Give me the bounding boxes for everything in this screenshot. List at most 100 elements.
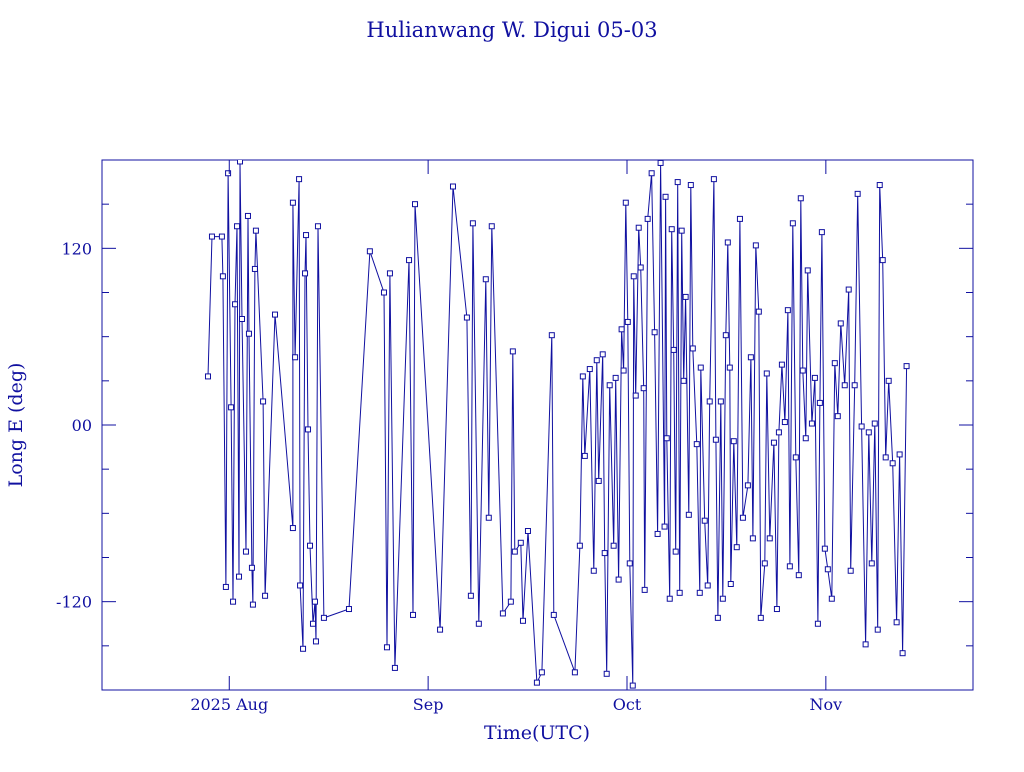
data-point [272, 311, 279, 318]
data-point [868, 560, 875, 567]
data-point [879, 257, 886, 264]
data-point [548, 332, 555, 339]
y-tick-label: 120 [61, 239, 92, 258]
data-point [218, 233, 225, 240]
data-point [606, 382, 613, 389]
data-point [236, 573, 243, 580]
data-point [626, 560, 633, 567]
data-point [672, 548, 679, 555]
data-point [251, 265, 258, 272]
data-point [676, 589, 683, 596]
data-point [874, 626, 881, 633]
data-point [292, 354, 299, 361]
data-point [719, 595, 726, 602]
data-point [475, 620, 482, 627]
data-point [689, 345, 696, 352]
data-point [693, 441, 700, 448]
data-point [744, 482, 751, 489]
data-point [622, 199, 629, 206]
data-point [680, 377, 687, 384]
data-point [305, 426, 312, 433]
data-point [821, 545, 828, 552]
data-point [599, 351, 606, 358]
data-point [467, 592, 474, 599]
data-point [761, 560, 768, 567]
data-point [824, 566, 831, 573]
data-point [238, 316, 245, 322]
data-point [662, 193, 669, 200]
data-point [485, 514, 492, 521]
data-point [687, 182, 694, 189]
data-point [710, 176, 717, 183]
data-point [841, 382, 848, 389]
data-point [654, 530, 661, 537]
data-point [882, 454, 889, 461]
data-point [876, 182, 883, 189]
data-point [244, 212, 251, 219]
chart-title: Hulianwang W. Digui 05-03 [366, 18, 657, 42]
data-point [581, 452, 588, 459]
data-point [260, 398, 267, 405]
data-point [248, 564, 255, 571]
data-point [302, 270, 309, 277]
plot-area [204, 160, 910, 689]
data-point [739, 514, 746, 521]
data-point [242, 548, 249, 555]
data-point [786, 563, 793, 570]
data-point [752, 242, 759, 249]
data-point [586, 366, 593, 373]
data-point [701, 517, 708, 524]
data-point [488, 223, 495, 230]
data-point [757, 614, 764, 621]
data-point [896, 451, 903, 458]
data-point [222, 583, 229, 590]
data-point [847, 567, 854, 574]
data-point [603, 670, 610, 677]
data-point [289, 525, 296, 532]
data-point [789, 220, 796, 227]
data-point [795, 572, 802, 579]
data-point [818, 229, 825, 236]
data-point [828, 595, 835, 602]
data-point [307, 542, 314, 549]
data-point [533, 679, 540, 686]
data-point [697, 364, 704, 371]
data-line [207, 161, 908, 686]
data-point [579, 373, 586, 380]
data-point [219, 273, 226, 280]
data-point [624, 318, 631, 325]
data-point [208, 233, 215, 240]
data-point [463, 314, 470, 321]
data-point [778, 361, 785, 368]
data-point [666, 595, 673, 602]
data-point [685, 511, 692, 518]
data-point [831, 360, 838, 367]
data-point [714, 614, 721, 621]
data-point [747, 354, 754, 361]
data-point [629, 682, 636, 689]
x-axis-label: Time(UTC) [484, 722, 590, 744]
data-point [620, 367, 627, 374]
data-point [770, 439, 777, 446]
data-point [615, 576, 622, 583]
data-point [678, 227, 685, 234]
data-point [663, 435, 670, 442]
data-point [704, 582, 711, 589]
data-point [854, 190, 861, 197]
data-point [230, 598, 237, 605]
data-point [386, 270, 393, 277]
data-point [668, 226, 675, 233]
data-point [550, 611, 557, 618]
data-point [635, 224, 642, 231]
y-axis-label: Long E (deg) [5, 363, 27, 488]
data-point [799, 367, 806, 374]
plot-frame [101, 159, 974, 691]
data-point [845, 286, 852, 293]
data-point [345, 606, 352, 613]
data-point [657, 160, 664, 166]
data-point [314, 223, 321, 230]
x-tick-label: Sep [413, 695, 444, 714]
data-point [661, 523, 668, 530]
data-point [644, 215, 651, 222]
data-point [262, 592, 269, 599]
